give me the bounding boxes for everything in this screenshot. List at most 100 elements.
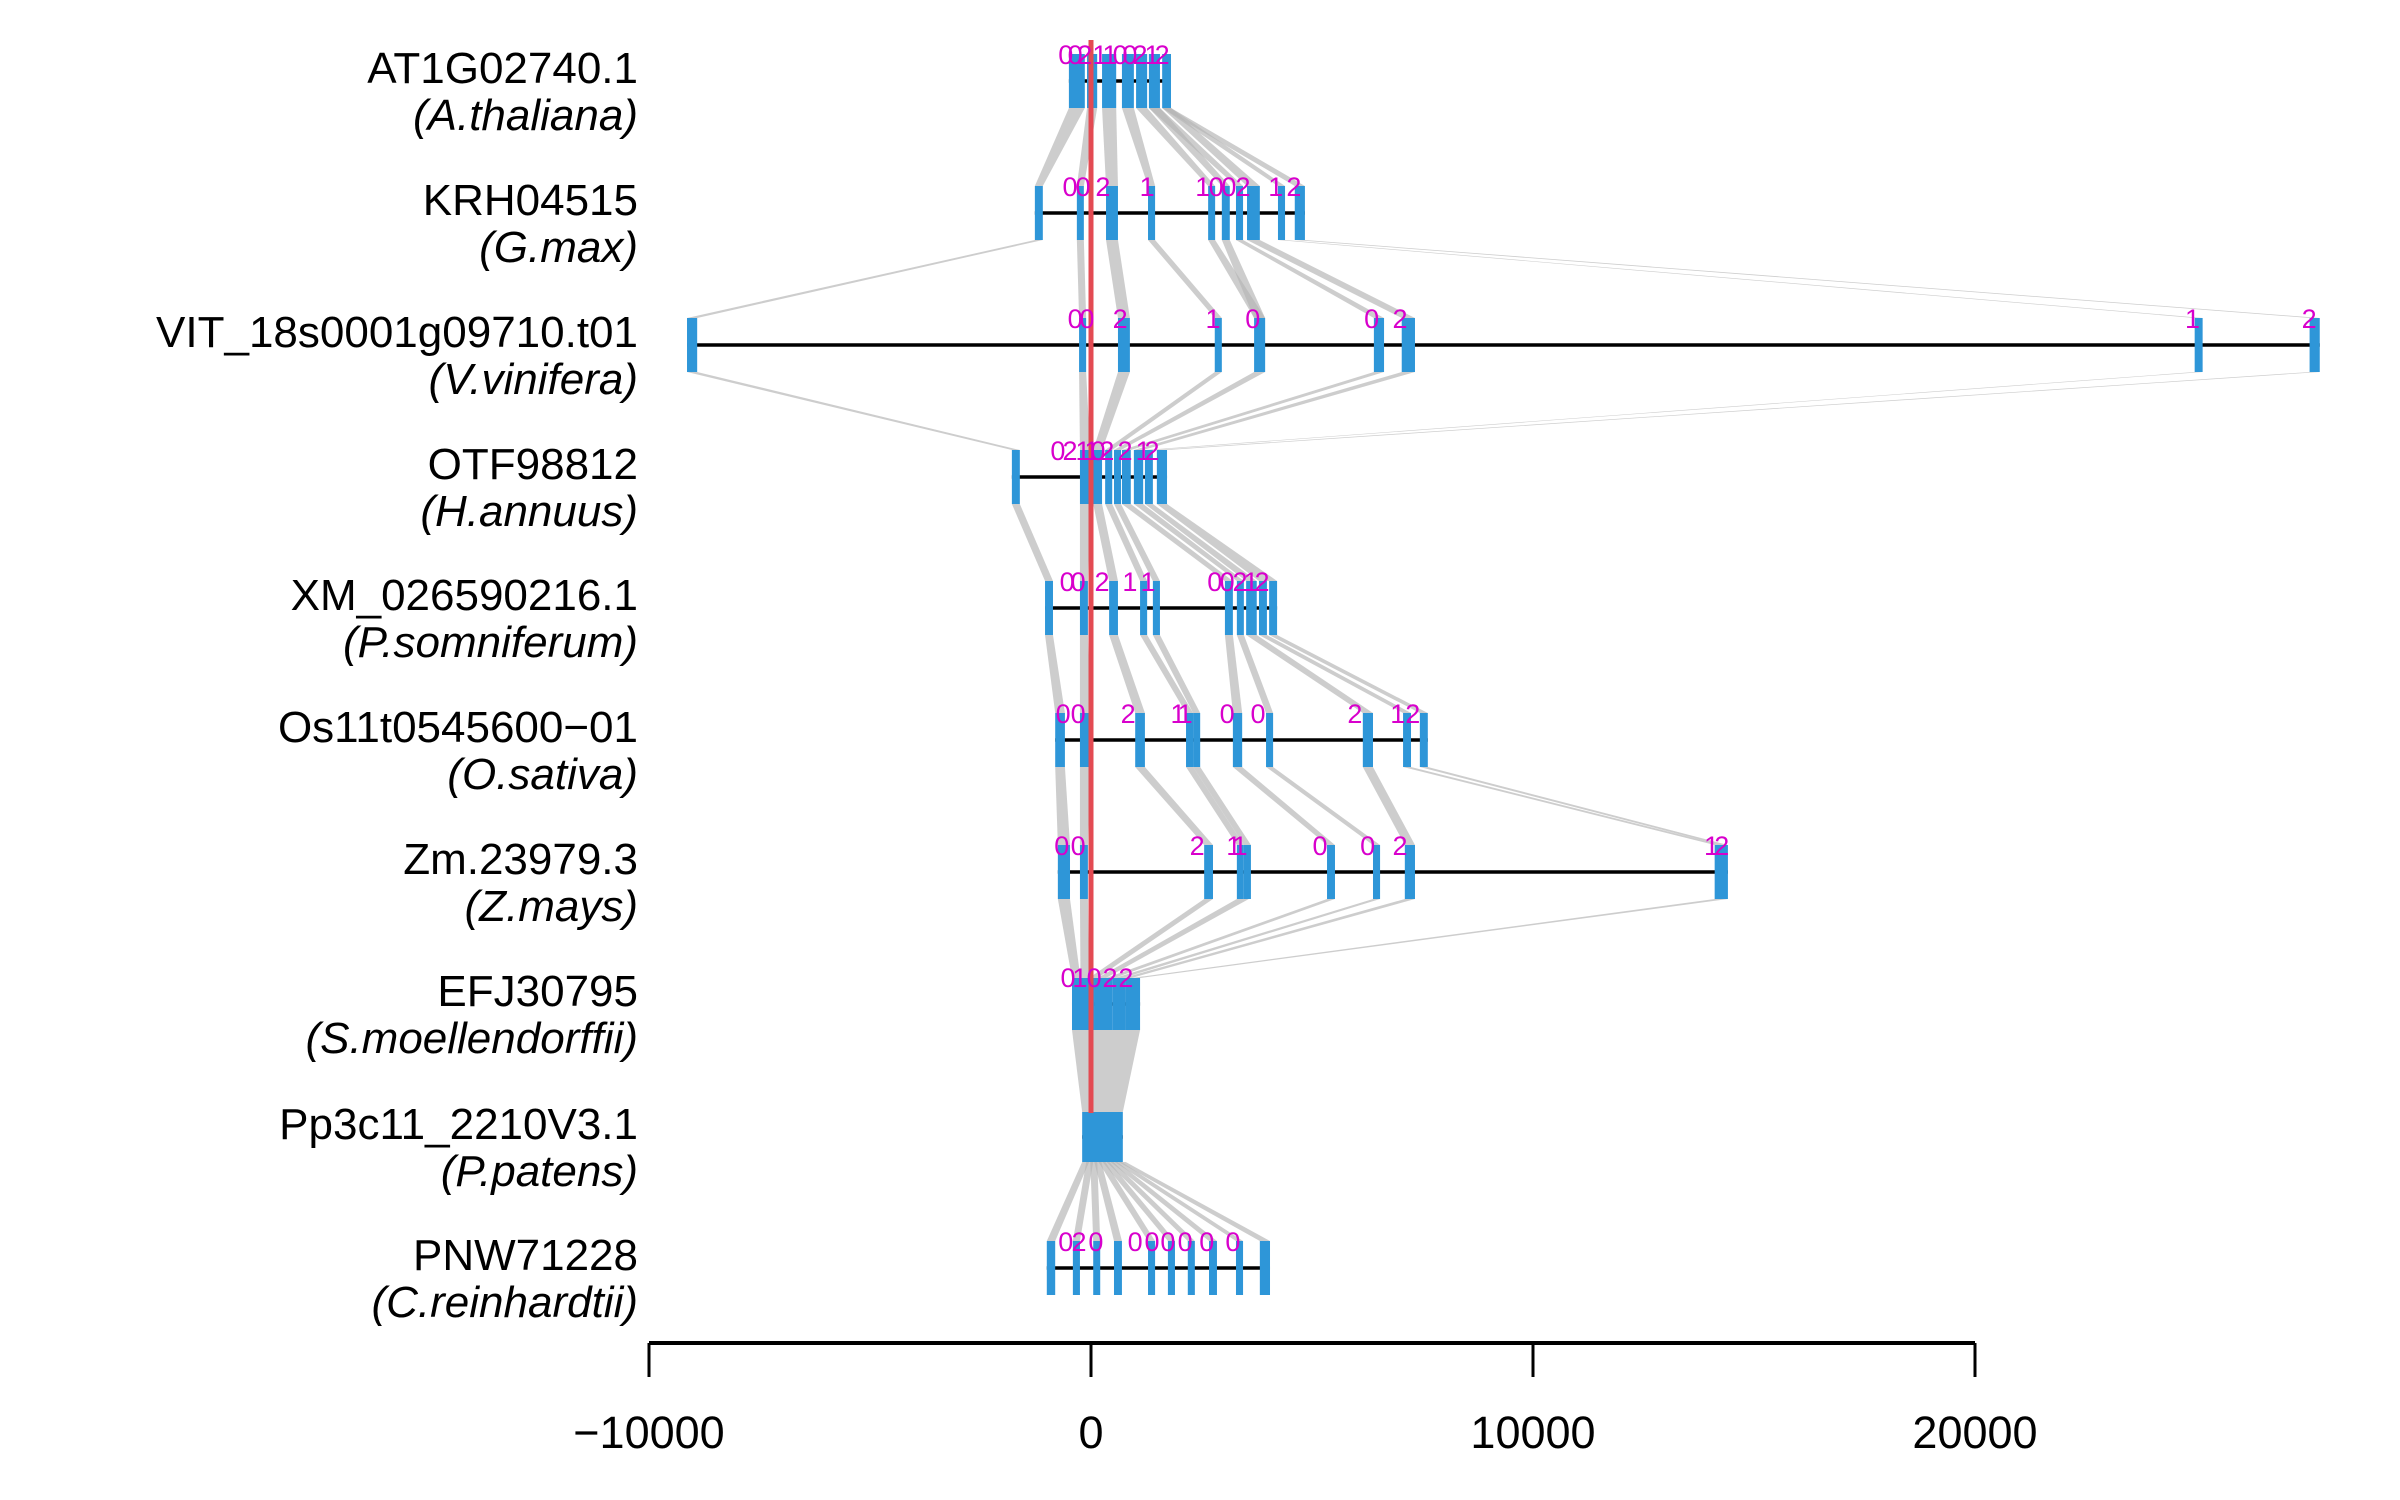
homology-ribbon xyxy=(1055,767,1071,845)
exon-block xyxy=(1269,581,1278,635)
homology-ribbon xyxy=(1097,899,1249,978)
phase-label: 0 xyxy=(1160,1227,1175,1257)
exon-block xyxy=(1186,713,1194,767)
phase-label: 0 xyxy=(1068,40,1083,70)
homology-ribbon xyxy=(1109,635,1145,713)
phase-label: 2 xyxy=(1121,699,1136,729)
exon-block xyxy=(1093,1241,1101,1295)
exon-block xyxy=(1135,713,1145,767)
phase-label: 0 xyxy=(1364,304,1379,334)
homology-ribbon xyxy=(1148,108,1244,186)
gene-id-label: PNW71228 xyxy=(413,1231,638,1280)
phase-label: 0 xyxy=(1060,567,1075,597)
exon-block xyxy=(1294,186,1305,240)
phase-label: 0 xyxy=(1312,831,1327,861)
exon-block xyxy=(1057,845,1071,899)
homology-ribbon xyxy=(1011,504,1053,581)
phase-label: 0 xyxy=(1113,40,1128,70)
phase-label: 0 xyxy=(1061,963,1076,993)
phase-label: 0 xyxy=(1199,1227,1214,1257)
phase-label: 0 xyxy=(1091,436,1106,466)
x-axis-tick-label: 0 xyxy=(1078,1407,1103,1458)
phase-label: 2 xyxy=(1392,304,1407,334)
phase-label: 2 xyxy=(1286,172,1301,202)
homology-ribbon xyxy=(1110,1162,1217,1241)
homology-ribbon xyxy=(1224,635,1243,713)
phase-label: 2 xyxy=(1118,436,1133,466)
phase-label: 2 xyxy=(1072,1227,1087,1257)
exon-block xyxy=(1125,978,1141,1030)
homology-ribbon xyxy=(1131,899,1728,978)
homology-ribbon xyxy=(1094,1162,1122,1241)
phase-label: 0 xyxy=(1209,172,1224,202)
homology-ribbon xyxy=(1079,635,1091,713)
homology-ribbon xyxy=(1221,240,1266,318)
exon-block xyxy=(1148,54,1160,108)
phase-label: 1 xyxy=(1144,40,1159,70)
homology-ribbon xyxy=(1114,899,1381,978)
homology-ribbon xyxy=(1113,504,1160,581)
phase-label: 0 xyxy=(1050,436,1065,466)
exon-block xyxy=(1187,1241,1195,1295)
phase-label: 1 xyxy=(1243,567,1258,597)
phase-label: 2 xyxy=(1347,699,1362,729)
species-label: (P.somniferum) xyxy=(343,618,638,667)
phase-label: 1 xyxy=(1232,831,1247,861)
exon-block xyxy=(1204,845,1213,899)
phase-label: 0 xyxy=(1058,1227,1073,1257)
phase-label: 2 xyxy=(1144,436,1159,466)
homology-ribbon xyxy=(1093,372,1130,450)
exon-block xyxy=(1121,450,1131,504)
exon-block xyxy=(1055,713,1065,767)
gene-id-label: VIT_18s0001g09710.t01 xyxy=(156,308,638,357)
homology-ribbon xyxy=(1089,899,1213,978)
phase-label: 2 xyxy=(1099,436,1114,466)
homology-ribbon xyxy=(1072,1162,1094,1241)
phase-label: 2 xyxy=(1232,567,1247,597)
homology-ribbon xyxy=(1362,767,1415,845)
homology-ribbon xyxy=(1162,108,1286,186)
phase-label: 1 xyxy=(1178,699,1193,729)
homology-ribbon xyxy=(1162,108,1305,186)
phase-label: 0 xyxy=(1360,831,1375,861)
phase-label: 0 xyxy=(1225,1227,1240,1257)
exon-block xyxy=(1045,581,1053,635)
homology-ribbon xyxy=(1034,108,1085,186)
species-label: (O.sativa) xyxy=(447,750,638,799)
homology-ribbon xyxy=(1156,504,1278,581)
x-axis-tick-label: 10000 xyxy=(1470,1407,1595,1458)
phase-label: 2 xyxy=(1102,963,1117,993)
exon-block xyxy=(1247,186,1260,240)
phase-label: 0 xyxy=(1071,699,1086,729)
phase-label: 1 xyxy=(1226,831,1241,861)
phase-label: 1 xyxy=(1171,699,1186,729)
phase-label: 2 xyxy=(1095,172,1110,202)
phase-label: 2 xyxy=(1062,436,1077,466)
species-label: (G.max) xyxy=(479,223,638,272)
exon-block xyxy=(1372,845,1381,899)
exon-block xyxy=(1193,713,1201,767)
phase-label: 1 xyxy=(1122,567,1137,597)
homology-ribbon xyxy=(1247,240,1415,318)
exon-block xyxy=(1266,713,1274,767)
homology-ribbon xyxy=(1079,767,1091,845)
species-label: (S.moellendorffii) xyxy=(305,1014,638,1063)
homology-ribbon xyxy=(1057,899,1081,978)
phase-label: 1 xyxy=(1136,436,1151,466)
exon-block xyxy=(1094,978,1113,1030)
exon-block xyxy=(1112,978,1126,1030)
phase-label: 1 xyxy=(1140,172,1155,202)
phase-label: 0 xyxy=(1080,304,1095,334)
phase-label: 0 xyxy=(1062,172,1077,202)
exon-block xyxy=(687,318,698,372)
homology-ribbon xyxy=(1236,635,1274,713)
exon-block xyxy=(1401,318,1415,372)
gene-id-label: OTF98812 xyxy=(428,440,638,489)
exon-block xyxy=(1235,1241,1244,1295)
exon-block xyxy=(1079,581,1088,635)
homology-ribbon xyxy=(687,372,1020,450)
phase-label: 0 xyxy=(1251,699,1266,729)
species-label: (Z.mays) xyxy=(464,882,638,931)
exon-block xyxy=(1072,1241,1080,1295)
